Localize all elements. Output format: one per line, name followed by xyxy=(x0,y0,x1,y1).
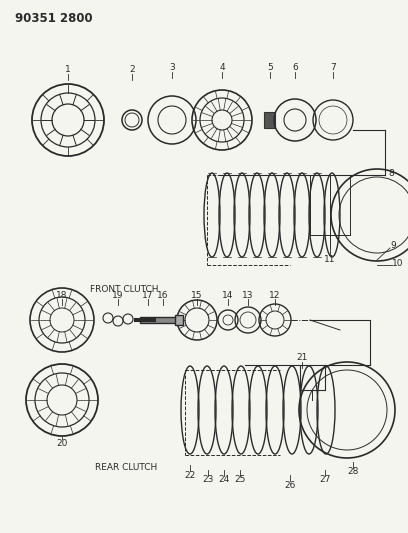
Text: 25: 25 xyxy=(234,475,246,484)
Text: 27: 27 xyxy=(319,475,331,484)
Text: FRONT CLUTCH: FRONT CLUTCH xyxy=(90,286,158,295)
Text: 14: 14 xyxy=(222,290,234,300)
Text: 6: 6 xyxy=(292,63,298,72)
Text: 90351 2800: 90351 2800 xyxy=(15,12,93,25)
Bar xyxy=(264,112,275,128)
Text: 19: 19 xyxy=(112,290,124,300)
Text: 7: 7 xyxy=(330,63,336,72)
Text: 28: 28 xyxy=(347,467,359,477)
Text: 26: 26 xyxy=(284,481,296,489)
Text: 11: 11 xyxy=(324,255,336,264)
Text: 15: 15 xyxy=(191,290,203,300)
Text: 1: 1 xyxy=(65,66,71,75)
Text: 20: 20 xyxy=(56,439,68,448)
Text: 3: 3 xyxy=(169,63,175,72)
Text: 24: 24 xyxy=(218,475,230,484)
Text: 18: 18 xyxy=(56,290,68,300)
Text: 17: 17 xyxy=(142,290,154,300)
Text: 13: 13 xyxy=(242,290,254,300)
Text: 23: 23 xyxy=(202,475,214,484)
Text: REAR CLUTCH: REAR CLUTCH xyxy=(95,464,157,472)
Text: 2: 2 xyxy=(129,66,135,75)
Text: 12: 12 xyxy=(269,290,281,300)
Bar xyxy=(175,315,183,325)
Bar xyxy=(140,317,180,323)
Text: 4: 4 xyxy=(219,63,225,72)
Text: 9: 9 xyxy=(390,240,396,249)
Text: 8: 8 xyxy=(388,168,394,177)
Text: 10: 10 xyxy=(392,259,404,268)
Text: 16: 16 xyxy=(157,290,169,300)
Text: 22: 22 xyxy=(184,471,195,480)
Text: 21: 21 xyxy=(296,353,308,362)
Text: 5: 5 xyxy=(267,63,273,72)
